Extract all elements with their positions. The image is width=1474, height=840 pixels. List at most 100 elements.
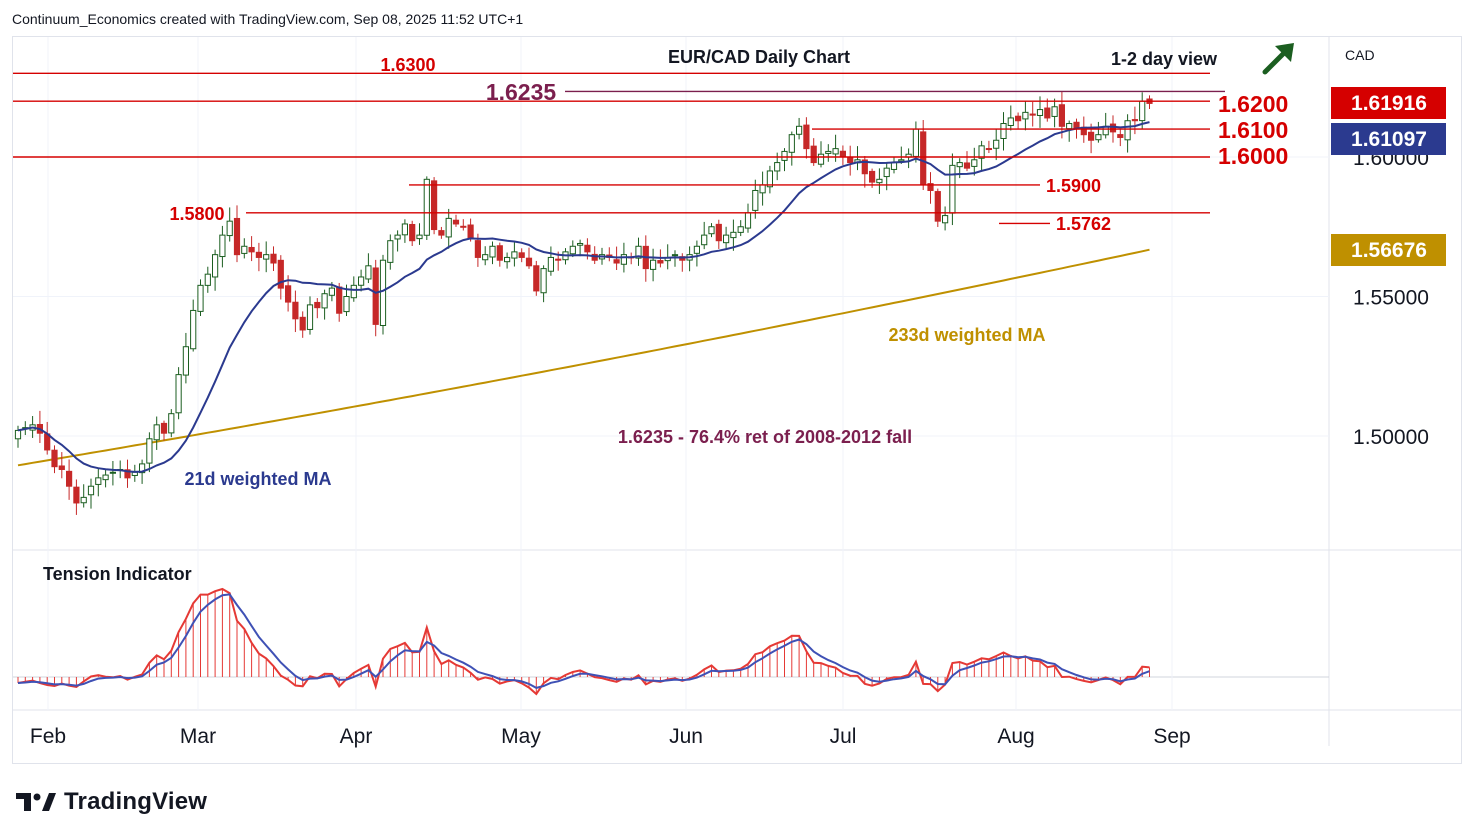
svg-text:1.61097: 1.61097 bbox=[1351, 128, 1427, 151]
candle bbox=[182, 332, 190, 384]
candle bbox=[168, 409, 175, 438]
candle-body bbox=[212, 254, 219, 278]
candle-body bbox=[263, 254, 270, 260]
candle-body bbox=[744, 212, 752, 229]
candle bbox=[927, 172, 934, 204]
candle-body bbox=[292, 301, 299, 320]
level-label-1-5800: 1.5800 bbox=[169, 204, 224, 224]
candle bbox=[124, 459, 131, 488]
candle-body bbox=[423, 178, 430, 236]
candle bbox=[44, 421, 51, 455]
candle bbox=[1007, 105, 1014, 131]
chart-frame bbox=[12, 36, 1462, 764]
candle bbox=[131, 464, 138, 482]
candle-body bbox=[168, 413, 175, 434]
candle-body bbox=[927, 183, 934, 191]
candles-layer[interactable] bbox=[14, 91, 1153, 515]
candle-body bbox=[467, 224, 474, 239]
price-badge-ma233: 1.56676 bbox=[1331, 234, 1446, 266]
candle-body bbox=[942, 215, 949, 224]
candle bbox=[460, 219, 467, 231]
price-tick-label: 1.50000 bbox=[1353, 426, 1429, 449]
candle bbox=[285, 275, 292, 312]
candle-body bbox=[971, 159, 978, 167]
candle bbox=[701, 221, 708, 250]
candle bbox=[832, 134, 839, 162]
candle bbox=[876, 168, 883, 194]
candle-body bbox=[650, 259, 657, 270]
candle bbox=[817, 141, 825, 168]
candle-body bbox=[73, 486, 80, 504]
candle bbox=[401, 219, 408, 243]
time-tick-label: Jun bbox=[669, 725, 703, 748]
candle bbox=[708, 223, 715, 238]
candle bbox=[445, 208, 452, 249]
candle bbox=[905, 148, 912, 169]
candle-body bbox=[358, 276, 365, 286]
candle bbox=[788, 131, 795, 166]
candle bbox=[1000, 112, 1007, 151]
candle bbox=[255, 242, 262, 272]
candle bbox=[1051, 98, 1058, 128]
tradingview-brand[interactable]: TradingView bbox=[16, 788, 207, 816]
candle bbox=[1022, 101, 1029, 131]
candle-body bbox=[898, 159, 905, 162]
candle bbox=[569, 240, 576, 258]
ma233-layer bbox=[17, 248, 1150, 467]
candle-body bbox=[1088, 131, 1095, 141]
candle bbox=[197, 279, 204, 316]
candle bbox=[796, 117, 803, 140]
candle-body bbox=[190, 309, 197, 350]
candle bbox=[920, 120, 927, 191]
candle-body bbox=[985, 148, 992, 151]
candle bbox=[671, 250, 679, 267]
candle-body bbox=[620, 254, 627, 265]
candle-body bbox=[584, 244, 591, 253]
price-tick-label: 1.55000 bbox=[1353, 287, 1429, 310]
brand-name: TradingView bbox=[64, 788, 208, 815]
candle bbox=[942, 206, 949, 231]
price-badge-last: 1.61916 bbox=[1331, 87, 1446, 119]
candle-body bbox=[328, 287, 335, 296]
candle-body bbox=[671, 254, 679, 257]
candle bbox=[730, 219, 737, 251]
candle-body bbox=[949, 164, 956, 214]
candle-body bbox=[920, 131, 927, 186]
candle-body bbox=[1109, 123, 1117, 133]
candle-body bbox=[153, 424, 160, 441]
candle bbox=[175, 367, 182, 420]
candle bbox=[58, 452, 65, 479]
candle bbox=[160, 420, 168, 441]
candle bbox=[438, 226, 445, 239]
candle-body bbox=[255, 251, 262, 258]
candle bbox=[233, 205, 241, 263]
candle-body bbox=[372, 267, 379, 325]
candle bbox=[606, 247, 613, 262]
candle-body bbox=[533, 265, 540, 292]
tension-line bbox=[17, 587, 1150, 696]
candle bbox=[226, 207, 233, 242]
candle bbox=[890, 157, 898, 174]
candle-body bbox=[1022, 111, 1029, 120]
candle bbox=[679, 253, 686, 272]
up-arrow-icon bbox=[1262, 43, 1294, 75]
candle bbox=[36, 410, 43, 443]
candle bbox=[73, 479, 80, 515]
candle-body bbox=[934, 191, 941, 222]
candle-body bbox=[613, 259, 620, 264]
candle bbox=[95, 467, 102, 497]
candle-body bbox=[861, 159, 868, 175]
candle-body bbox=[365, 265, 372, 280]
candle-body bbox=[401, 223, 408, 236]
candle bbox=[1146, 95, 1153, 110]
candle bbox=[109, 460, 117, 486]
candle bbox=[489, 241, 496, 265]
candle-body bbox=[518, 252, 525, 258]
candle-body bbox=[416, 234, 423, 240]
candle-body bbox=[569, 245, 576, 255]
candle-body bbox=[555, 258, 562, 261]
candle-body bbox=[474, 240, 481, 258]
candle bbox=[219, 225, 226, 268]
candle bbox=[212, 249, 219, 291]
